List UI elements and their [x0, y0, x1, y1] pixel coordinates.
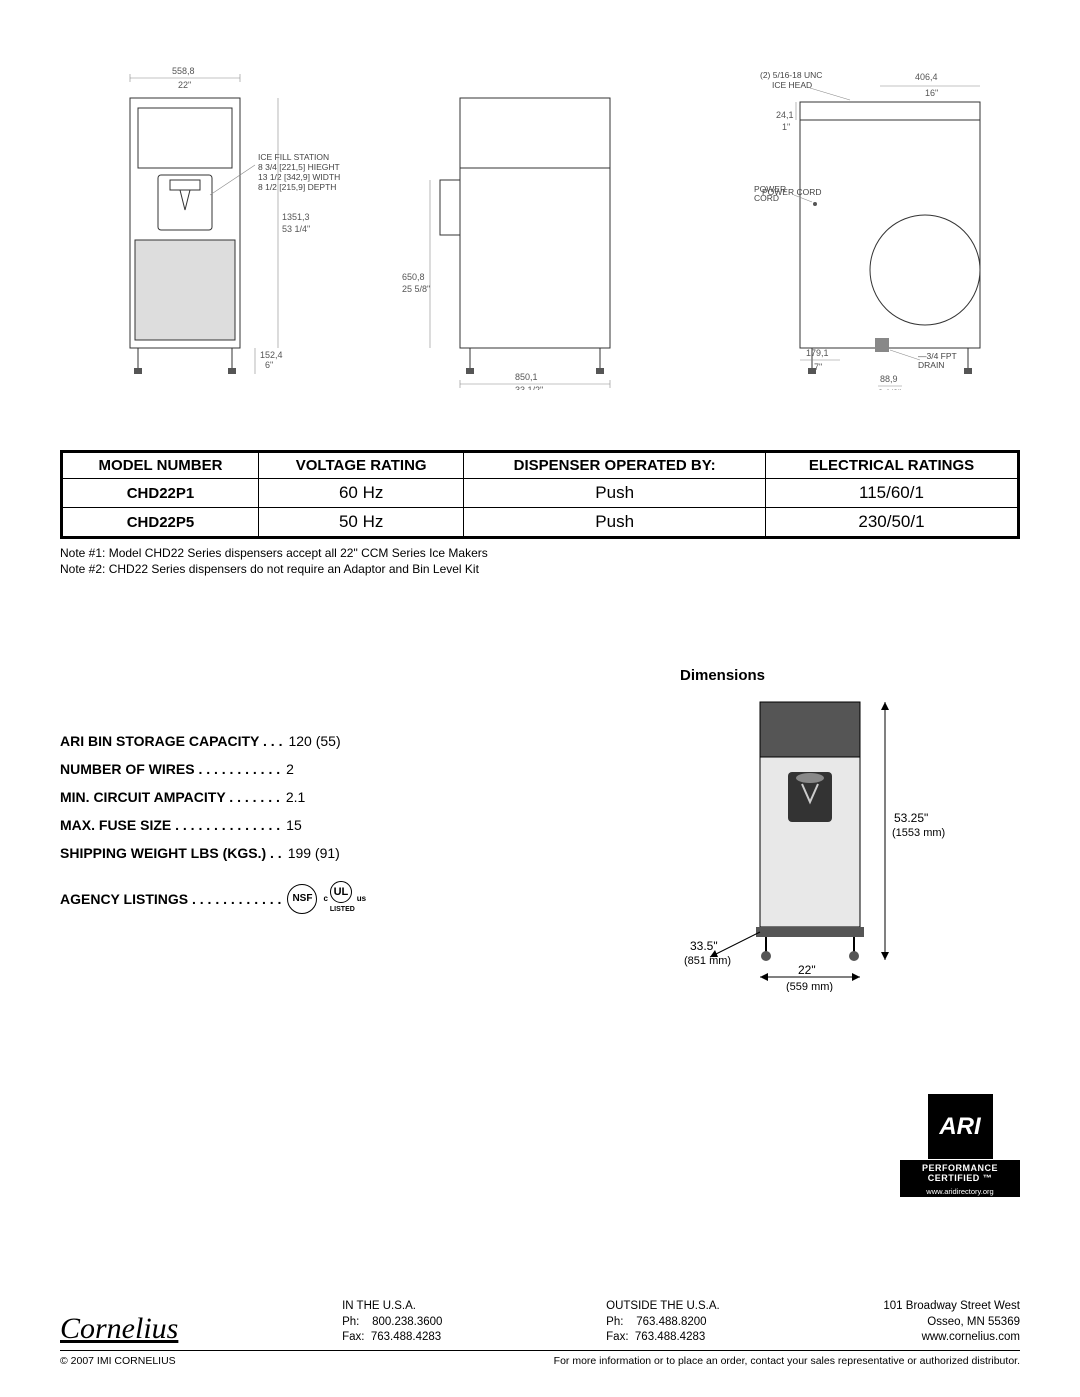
svg-text:3 1/2": 3 1/2" [878, 388, 901, 390]
svg-text:1": 1" [782, 122, 790, 132]
col-model: MODEL NUMBER [63, 453, 259, 479]
svg-text:6": 6" [265, 360, 273, 370]
col-dispenser: DISPENSER OPERATED BY: [464, 453, 766, 479]
side-view-diagram: 650,8 25 5/8" 850,1 33 1/2" [400, 60, 660, 390]
svg-text:179,1: 179,1 [806, 348, 829, 358]
svg-text:152,4: 152,4 [260, 350, 283, 360]
svg-text:(559 mm): (559 mm) [786, 981, 833, 992]
front-view-diagram: 558,8 22" ICE FILL STATION 8 3/4 [60, 60, 340, 390]
table-header-row: MODEL NUMBER VOLTAGE RATING DISPENSER OP… [63, 453, 1018, 479]
spec-agency-listings: AGENCY LISTINGS . . . . . . . . . . . . … [60, 881, 640, 917]
notes: Note #1: Model CHD22 Series dispensers a… [60, 545, 1020, 577]
rear-view-diagram: (2) 5/16-18 UNC ICE HEAD 406,4 16" 24,1 … [720, 60, 1020, 390]
col-electrical: ELECTRICAL RATINGS [765, 453, 1017, 479]
copyright: © 2007 IMI CORNELIUS [60, 1355, 176, 1367]
note-2: Note #2: CHD22 Series dispensers do not … [60, 561, 1020, 577]
svg-text:8 3/4 [221,5] HIEGHT: 8 3/4 [221,5] HIEGHT [258, 162, 340, 172]
svg-text:ICE FILL STATION: ICE FILL STATION [258, 152, 329, 162]
nsf-icon: NSF [287, 884, 317, 914]
svg-text:(851 mm): (851 mm) [684, 955, 731, 967]
table-row: CHD22P1 60 Hz Push 115/60/1 [63, 479, 1018, 508]
contact-usa: IN THE U.S.A. Ph: 800.238.3600 Fax: 763.… [342, 1299, 442, 1346]
note-1: Note #1: Model CHD22 Series dispensers a… [60, 545, 1020, 561]
svg-text:33.5": 33.5" [690, 939, 718, 953]
svg-text:1351,3: 1351,3 [282, 212, 310, 222]
svg-text:7": 7" [814, 362, 822, 372]
spec-wires: NUMBER OF WIRES . . . . . . . . . . . 2 [60, 755, 640, 783]
svg-text:8 1/2 [215,9] DEPTH: 8 1/2 [215,9] DEPTH [258, 182, 336, 192]
technical-drawings: 558,8 22" ICE FILL STATION 8 3/4 [60, 50, 1020, 390]
svg-text:53.25": 53.25" [894, 811, 928, 825]
svg-text:(1553 mm): (1553 mm) [892, 827, 945, 839]
svg-text:33 1/2": 33 1/2" [515, 385, 543, 390]
dimensions-title: Dimensions [680, 667, 1020, 684]
svg-text:(2) 5/16-18 UNC: (2) 5/16-18 UNC [760, 70, 822, 80]
svg-text:25 5/8": 25 5/8" [402, 284, 430, 294]
spec-bin-capacity: ARI BIN STORAGE CAPACITY . . . 120 (55) [60, 727, 640, 755]
disclaimer: For more information or to place an orde… [554, 1355, 1020, 1367]
cornelius-logo: Cornelius [60, 1312, 178, 1346]
svg-text:24,1: 24,1 [776, 110, 794, 120]
spec-fuse: MAX. FUSE SIZE . . . . . . . . . . . . .… [60, 811, 640, 839]
svg-text:22": 22" [178, 80, 191, 90]
svg-text:22": 22" [798, 963, 816, 977]
contact-address: 101 Broadway Street West Osseo, MN 55369… [883, 1299, 1020, 1346]
ari-certification-badge: ARI PERFORMANCE CERTIFIED ™ www.aridirec… [900, 1094, 1020, 1197]
dimensions-panel: Dimensions 53.25" (1553 mm) [680, 667, 1020, 997]
svg-text:53 1/4": 53 1/4" [282, 224, 310, 234]
svg-text:16": 16" [925, 88, 938, 98]
specifications-list: ARI BIN STORAGE CAPACITY . . . 120 (55) … [60, 667, 640, 917]
svg-text:ICE HEAD: ICE HEAD [772, 80, 812, 90]
table-row: CHD22P5 50 Hz Push 230/50/1 [63, 508, 1018, 537]
svg-text:88,9: 88,9 [880, 374, 898, 384]
svg-text:850,1: 850,1 [515, 372, 538, 382]
contact-outside-usa: OUTSIDE THE U.S.A. Ph: 763.488.8200 Fax:… [606, 1299, 720, 1346]
ul-listed-icon: c UL LISTED us [323, 881, 366, 917]
spec-ampacity: MIN. CIRCUIT AMPACITY . . . . . . . 2.1 [60, 783, 640, 811]
svg-text:558,8: 558,8 [172, 66, 195, 76]
model-table: MODEL NUMBER VOLTAGE RATING DISPENSER OP… [60, 450, 1020, 539]
col-voltage: VOLTAGE RATING [258, 453, 463, 479]
spec-shipping-weight: SHIPPING WEIGHT LBS (KGS.) . . 199 (91) [60, 839, 640, 867]
svg-text:13 1/2 [342,9] WIDTH: 13 1/2 [342,9] WIDTH [258, 172, 340, 182]
svg-text:650,8: 650,8 [402, 272, 425, 282]
svg-text:406,4: 406,4 [915, 72, 938, 82]
page-footer: Cornelius IN THE U.S.A. Ph: 800.238.3600… [60, 1299, 1020, 1367]
